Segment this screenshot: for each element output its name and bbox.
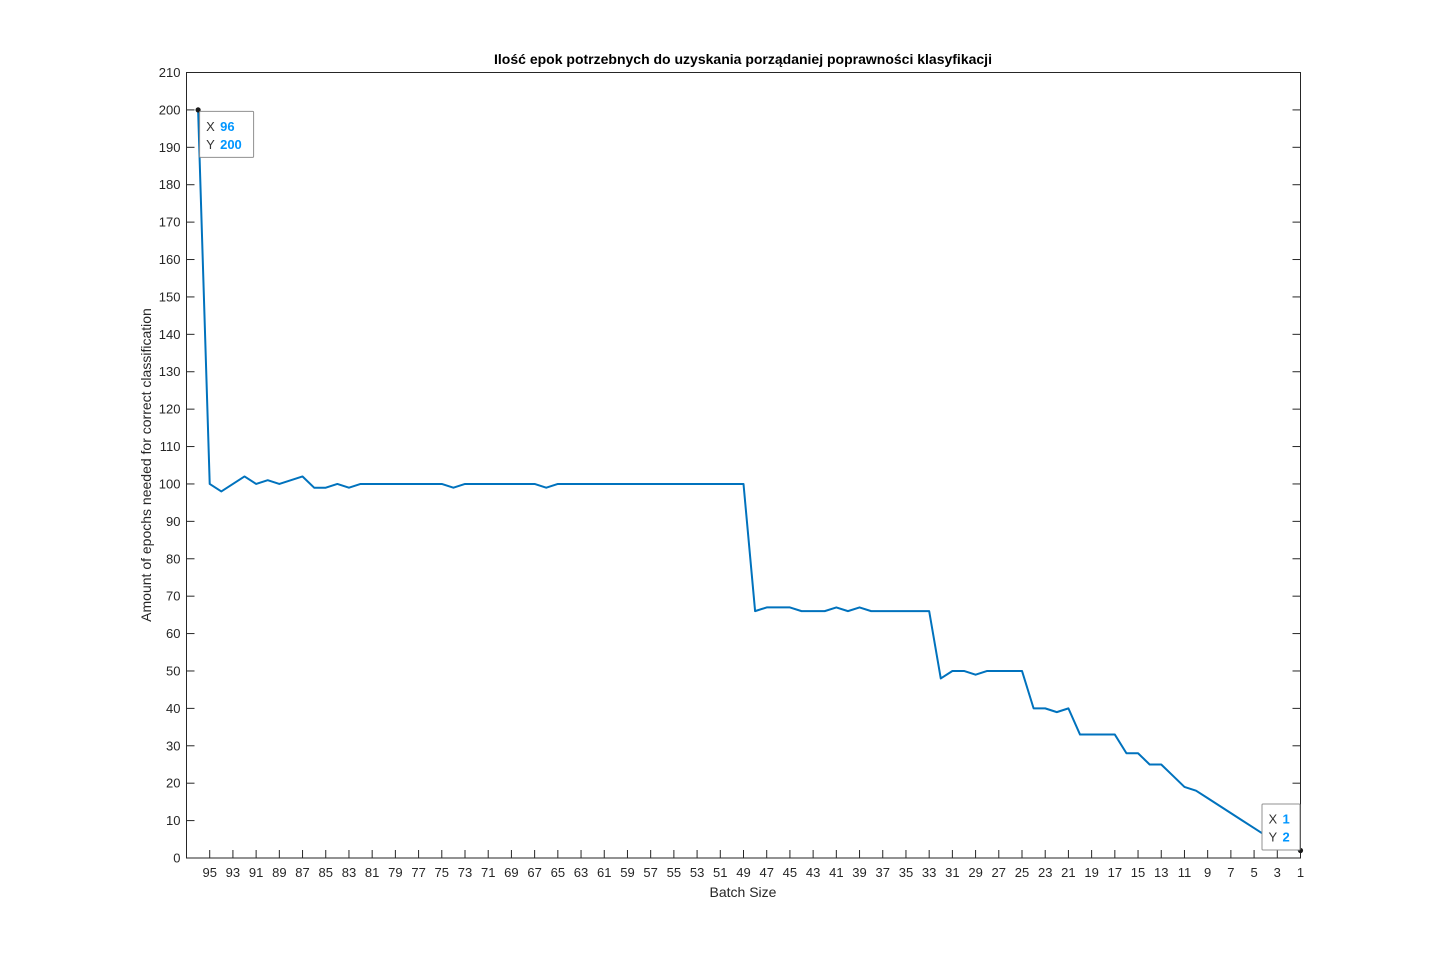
x-tick-label: 35 bbox=[899, 865, 913, 880]
x-tick-label: 59 bbox=[620, 865, 634, 880]
x-tick-label: 7 bbox=[1227, 865, 1234, 880]
x-tick-label: 5 bbox=[1250, 865, 1257, 880]
y-tick-label: 40 bbox=[166, 701, 180, 716]
x-tick-label: 89 bbox=[272, 865, 286, 880]
x-axis-ticks: 95 93 91 89 87 85 83 81 79 77 75 73 71 69 67 65 63 61 59 57… bbox=[202, 850, 1304, 880]
y-tick-label: 180 bbox=[159, 177, 181, 192]
x-tick-label: 49 bbox=[736, 865, 750, 880]
datatip-box bbox=[1261, 803, 1301, 851]
x-tick-label: 21 bbox=[1061, 865, 1075, 880]
y-tick-label: 150 bbox=[159, 289, 181, 304]
x-tick-label: 91 bbox=[249, 865, 263, 880]
x-tick-label: 55 bbox=[667, 865, 681, 880]
y-tick-label: 140 bbox=[159, 327, 181, 342]
x-tick-label: 45 bbox=[783, 865, 797, 880]
datatip[interactable]: X 96 Y 200 bbox=[195, 107, 255, 158]
y-tick-label: 10 bbox=[166, 813, 180, 828]
x-tick-label: 95 bbox=[202, 865, 216, 880]
x-tick-label: 15 bbox=[1131, 865, 1145, 880]
axes-box bbox=[186, 72, 1301, 859]
datatip[interactable]: X 1Y 2 bbox=[1261, 803, 1304, 854]
y-tick-label: 90 bbox=[166, 514, 180, 529]
x-tick-label: 85 bbox=[319, 865, 333, 880]
x-tick-label: 75 bbox=[435, 865, 449, 880]
x-tick-label: 51 bbox=[713, 865, 727, 880]
x-tick-label: 27 bbox=[992, 865, 1006, 880]
x-tick-label: 63 bbox=[574, 865, 588, 880]
y-tick-label: 80 bbox=[166, 551, 180, 566]
x-tick-label: 79 bbox=[388, 865, 402, 880]
x-tick-label: 3 bbox=[1274, 865, 1281, 880]
y-tick-label: 200 bbox=[159, 102, 181, 117]
y-tick-label: 160 bbox=[159, 252, 181, 267]
y-tick-label: 50 bbox=[166, 663, 180, 678]
x-tick-label: 77 bbox=[411, 865, 425, 880]
series-line[interactable] bbox=[197, 109, 1301, 852]
x-tick-label: 41 bbox=[829, 865, 843, 880]
x-tick-label: 87 bbox=[295, 865, 309, 880]
x-tick-label: 67 bbox=[527, 865, 541, 880]
chart-title: Ilość epok potrzebnych do uzyskania porz… bbox=[494, 51, 992, 67]
y-tick-label: 130 bbox=[159, 364, 181, 379]
y-tick-label: 190 bbox=[159, 140, 181, 155]
x-tick-label: 31 bbox=[945, 865, 959, 880]
y-tick-label: 170 bbox=[159, 215, 181, 230]
datatip-x-value: 96 bbox=[220, 119, 234, 134]
datatip-box bbox=[199, 110, 255, 158]
x-tick-label: 1 bbox=[1297, 865, 1304, 880]
y-tick-label: 100 bbox=[159, 476, 181, 491]
x-tick-label: 81 bbox=[365, 865, 379, 880]
y-tick-label: 30 bbox=[166, 738, 180, 753]
x-tick-label: 37 bbox=[876, 865, 890, 880]
x-tick-label: 25 bbox=[1015, 865, 1029, 880]
x-tick-label: 47 bbox=[759, 865, 773, 880]
x-tick-label: 83 bbox=[342, 865, 356, 880]
x-tick-label: 17 bbox=[1108, 865, 1122, 880]
y-tick-label: 210 bbox=[159, 65, 181, 80]
x-tick-label: 73 bbox=[458, 865, 472, 880]
y-tick-label: 70 bbox=[166, 589, 180, 604]
datatip-y-value: 2 bbox=[1283, 830, 1290, 845]
y-tick-label: 0 bbox=[173, 851, 180, 866]
x-tick-label: 19 bbox=[1084, 865, 1098, 880]
x-tick-label: 11 bbox=[1178, 865, 1192, 880]
x-tick-label: 29 bbox=[968, 865, 982, 880]
x-tick-label: 61 bbox=[597, 865, 611, 880]
x-tick-label: 39 bbox=[852, 865, 866, 880]
datatip-y-value: 200 bbox=[220, 137, 242, 152]
datatip-marker bbox=[195, 107, 201, 113]
y-tick-label: 110 bbox=[160, 439, 181, 454]
datatip-x-label: X bbox=[1269, 812, 1278, 827]
datatip-x-label: X bbox=[206, 119, 215, 134]
x-tick-label: 93 bbox=[226, 865, 240, 880]
y-tick-label: 60 bbox=[166, 626, 180, 641]
datatip-x-value: 1 bbox=[1283, 812, 1290, 827]
x-tick-label: 69 bbox=[504, 865, 518, 880]
y-tick-label: 20 bbox=[166, 776, 180, 791]
x-tick-label: 23 bbox=[1038, 865, 1052, 880]
x-tick-label: 57 bbox=[643, 865, 657, 880]
datatip-y-label: Y bbox=[206, 137, 215, 152]
datatip-y-label: Y bbox=[1269, 830, 1278, 845]
x-axis-label: Batch Size bbox=[710, 884, 777, 900]
x-tick-label: 9 bbox=[1204, 865, 1211, 880]
x-tick-label: 13 bbox=[1154, 865, 1168, 880]
y-tick-label: 120 bbox=[159, 402, 181, 417]
x-tick-label: 53 bbox=[690, 865, 704, 880]
x-tick-label: 71 bbox=[481, 865, 495, 880]
y-axis-ticks: 0 10 20 30 40 50 60 70 80 90 100 110 120 130 140 150 160… bbox=[159, 65, 1301, 866]
x-tick-label: 43 bbox=[806, 865, 820, 880]
y-axis-label: Amount of epochs needed for correct clas… bbox=[138, 308, 154, 622]
x-tick-label: 65 bbox=[551, 865, 565, 880]
x-tick-label: 33 bbox=[922, 865, 936, 880]
